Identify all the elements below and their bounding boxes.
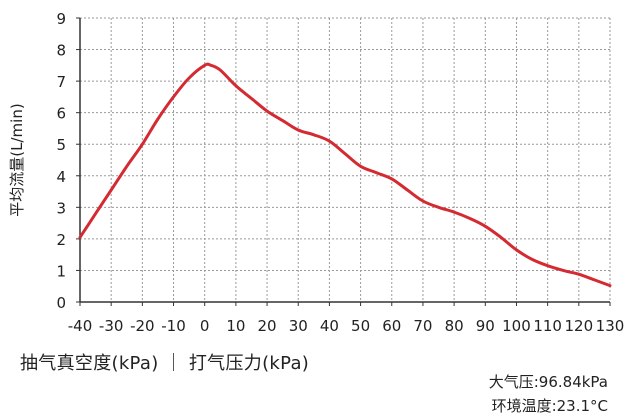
ambient-temperature-note: 环境温度:23.1°C [491,397,608,415]
x-axis-label: 抽气真空度(kPa) ｜ 打气压力(kPa) [20,353,310,374]
y-tick-label: 3 [56,199,66,217]
x-tick-label: 130 [596,317,625,335]
y-tick-label: 9 [56,10,66,28]
x-tick-label: -10 [161,317,186,335]
y-tick-labels: 0 1 2 3 4 5 6 7 8 9 [56,10,66,312]
x-tick-label: 10 [226,317,245,335]
x-tick-label: 80 [445,317,464,335]
y-axis-label: 平均流量(L/min) [8,103,26,216]
chart-grid [80,17,611,302]
x-tick-label: -30 [99,317,124,335]
x-tick-label: 100 [502,317,531,335]
x-tick-label: 50 [351,317,370,335]
x-tick-label: 30 [289,317,308,335]
y-tick-label: 0 [56,294,66,312]
flow-chart: 0 1 2 3 4 5 6 7 8 9 -40 -30 -20 -10 0 10 20 30 40 50 60 70 80… [8,10,625,335]
chart-axes [76,17,611,306]
x-tick-label: 0 [200,317,210,335]
y-tick-label: 6 [56,105,66,123]
x-tick-label: 120 [565,317,594,335]
y-tick-label: 5 [56,136,66,154]
flow-line [78,62,612,288]
y-tick-label: 1 [56,262,66,280]
y-tick-label: 7 [56,73,66,91]
x-tick-label: 40 [320,317,339,335]
x-tick-labels: -40 -30 -20 -10 0 10 20 30 40 50 60 70 80 90 100 110 120… [68,317,625,335]
x-tick-label: -40 [68,317,93,335]
atmospheric-pressure-note: 大气压:96.84kPa [488,373,608,391]
x-tick-label: 90 [476,317,495,335]
y-tick-label: 4 [56,168,66,186]
x-tick-label: 70 [413,317,432,335]
x-tick-label: 60 [382,317,401,335]
x-tick-label: -20 [130,317,155,335]
y-tick-label: 8 [56,42,66,60]
x-tick-label: 20 [258,317,277,335]
x-tick-label: 110 [533,317,562,335]
y-tick-label: 2 [56,231,66,249]
